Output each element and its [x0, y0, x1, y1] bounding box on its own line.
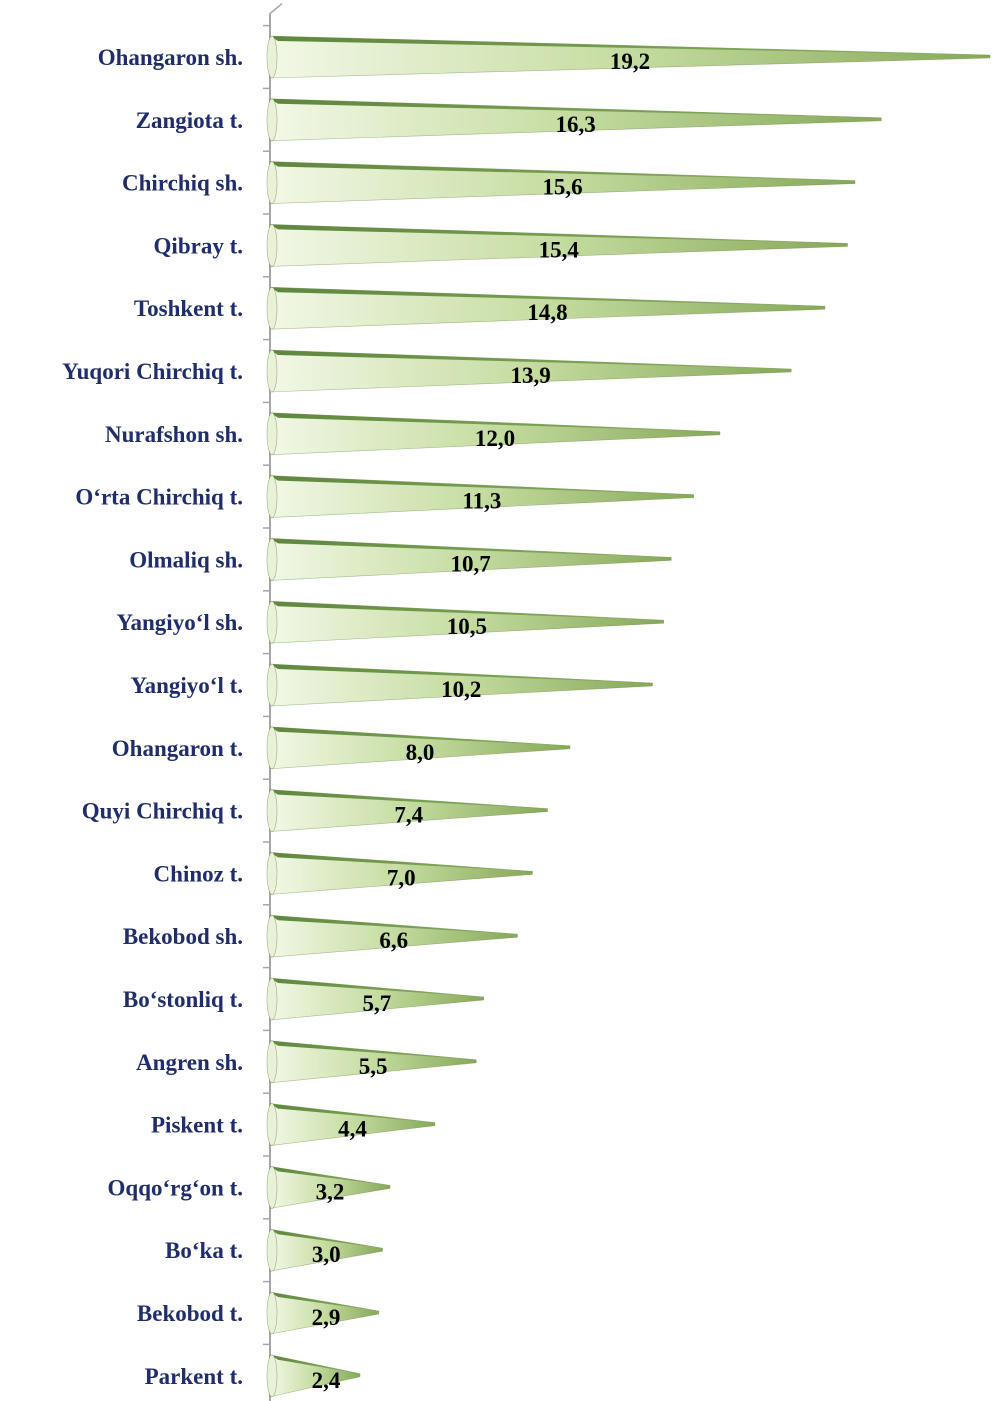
value-label: 15,6: [542, 175, 582, 200]
bar-cone-rim: [270, 98, 882, 118]
category-label: Chinoz t.: [154, 861, 243, 886]
bar-cone-rim: [270, 1354, 360, 1374]
value-label: 3,2: [316, 1179, 345, 1204]
bar-cone-base: [266, 663, 278, 707]
bar-cone-rim: [270, 350, 792, 369]
bar-cone-base: [266, 789, 278, 832]
value-label: 5,7: [363, 991, 392, 1016]
bar-cone-rim: [270, 224, 848, 244]
bar-cone-base: [266, 726, 278, 770]
value-label: 16,3: [556, 112, 596, 137]
category-label: Nurafshon sh.: [105, 422, 243, 447]
bar-cone-base: [266, 538, 278, 581]
category-label: Bo‘ka t.: [165, 1238, 243, 1263]
bar-cone-rim: [270, 726, 570, 746]
category-label: Bo‘stonliq t.: [123, 987, 243, 1012]
bar-cone-base: [266, 1354, 278, 1398]
bar-cone-rim: [270, 978, 484, 997]
bar-cone-base: [266, 475, 278, 518]
bar-cone-rim: [270, 1166, 390, 1186]
bar-cone-rim: [270, 1040, 477, 1060]
bar-cone-rim: [270, 412, 720, 432]
category-label: Ohangaron sh.: [98, 45, 243, 70]
value-label: 10,5: [447, 614, 487, 639]
bar-cone-base: [266, 286, 278, 330]
bar-cone-rim: [270, 1103, 435, 1123]
bar-cone-base: [266, 349, 278, 393]
value-label: 13,9: [511, 363, 551, 388]
category-label: Yangiyo‘l t.: [131, 673, 243, 698]
category-label: Yangiyo‘l sh.: [116, 610, 243, 635]
value-label: 14,8: [527, 300, 567, 325]
axis-depth-line: [269, 3, 283, 15]
bar-cone-rim: [270, 475, 694, 495]
bar-cone-rim: [270, 852, 533, 872]
value-label: 5,5: [359, 1054, 388, 1079]
value-label: 10,7: [451, 551, 491, 576]
bar-cone-base: [266, 1103, 278, 1146]
value-label: 19,2: [610, 49, 650, 74]
bars-layer: [266, 35, 991, 1398]
value-label: 11,3: [462, 489, 501, 514]
bar-cone-rim: [270, 664, 653, 683]
category-label: Bekobod t.: [137, 1301, 243, 1326]
value-label: 3,0: [312, 1242, 341, 1267]
value-label: 7,0: [387, 865, 416, 890]
value-label: 2,9: [312, 1305, 341, 1330]
category-label: Olmaliq sh.: [129, 547, 243, 572]
bar-cone-base: [266, 977, 278, 1021]
category-label: Toshkent t.: [134, 296, 243, 321]
bar-cone-rim: [270, 789, 548, 809]
category-label: Yuqori Chirchiq t.: [62, 359, 243, 384]
bar-cone-base: [266, 1166, 278, 1209]
category-label: Bekobod sh.: [123, 924, 243, 949]
bar-cone-rim: [270, 1292, 379, 1311]
category-label: Parkent t.: [145, 1364, 243, 1389]
bar-cone-rim: [270, 161, 855, 181]
bar-cone-base: [266, 35, 278, 79]
value-label: 6,6: [379, 928, 408, 953]
category-label: Chirchiq sh.: [122, 171, 243, 196]
bar-cone-base: [266, 98, 278, 142]
category-label: Ohangaron t.: [112, 736, 243, 761]
bar-cone-base: [266, 1040, 278, 1084]
category-label: Angren sh.: [136, 1050, 243, 1075]
bar-cone-base: [266, 161, 278, 204]
bar-cone-base: [266, 600, 278, 644]
value-label: 10,2: [441, 677, 481, 702]
value-label: 7,4: [394, 803, 423, 828]
category-label: Quyi Chirchiq t.: [82, 799, 243, 824]
bar-cone-base: [266, 412, 278, 456]
category-label: O‘rta Chirchiq t.: [75, 485, 243, 510]
bar-cone-rim: [270, 601, 664, 621]
value-label: 4,4: [338, 1117, 367, 1142]
bar-cone-rim: [270, 915, 518, 935]
value-label: 12,0: [475, 426, 515, 451]
category-label: Piskent t.: [151, 1113, 243, 1138]
value-label: 8,0: [406, 740, 435, 765]
category-label: Qibray t.: [154, 233, 243, 258]
value-label: 2,4: [312, 1368, 341, 1393]
bar-cone-base: [266, 852, 278, 895]
bar-cone-base: [266, 1291, 278, 1335]
bar-cone-base: [266, 224, 278, 267]
value-label: 15,4: [539, 237, 580, 262]
bar-cone-rim: [270, 287, 825, 307]
category-label: Oqqo‘rg‘on t.: [108, 1175, 243, 1200]
bar-cone-rim: [270, 36, 990, 55]
bar-cone-base: [266, 914, 278, 958]
bar-cone-base: [266, 1228, 278, 1272]
category-label: Zangiota t.: [136, 108, 243, 133]
bar-cone-rim: [270, 538, 672, 558]
labels-layer: Ohangaron sh. 19,2 Zangiota t. 16,3 Chirchiq…: [62, 45, 650, 1393]
bar-cone-rim: [270, 1229, 383, 1249]
